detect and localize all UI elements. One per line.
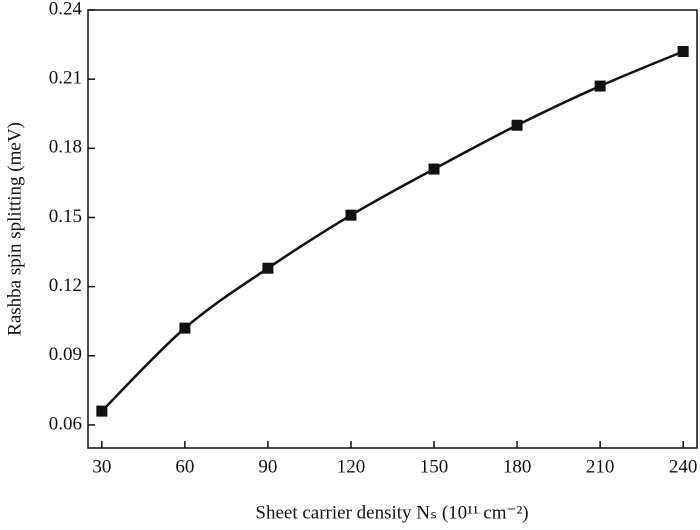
marker	[428, 163, 440, 175]
marker	[179, 322, 191, 334]
x-tick-label: 60	[175, 456, 194, 477]
x-tick-label: 240	[669, 456, 698, 477]
x-tick-label: 150	[420, 456, 449, 477]
y-tick-label: 0.09	[49, 344, 82, 365]
plot-frame	[87, 9, 698, 449]
line	[100, 50, 684, 413]
marker	[677, 45, 689, 57]
x-tick-label: 210	[586, 456, 615, 477]
marker	[511, 119, 523, 131]
x-tick-label: 180	[503, 456, 532, 477]
marker	[594, 80, 606, 92]
y-tick-label: 0.12	[49, 275, 82, 296]
y-tick-label: 0.18	[49, 137, 82, 158]
y-axis-label: Rashba spin splitting (meV)	[4, 122, 25, 336]
y-tick-label: 0.24	[49, 0, 83, 19]
x-axis-label: Sheet carrier density Nₛ (10¹¹ cm⁻²)	[255, 502, 528, 523]
marker	[345, 209, 357, 221]
x-tick-label: 120	[337, 456, 366, 477]
x-tick-label: 30	[92, 456, 111, 477]
y-tick-label: 0.15	[49, 206, 82, 227]
x-tick-label: 90	[258, 456, 277, 477]
y-tick-label: 0.21	[49, 68, 82, 89]
y-tick-label: 0.06	[49, 413, 82, 434]
marker	[96, 405, 108, 417]
marker	[262, 262, 274, 274]
